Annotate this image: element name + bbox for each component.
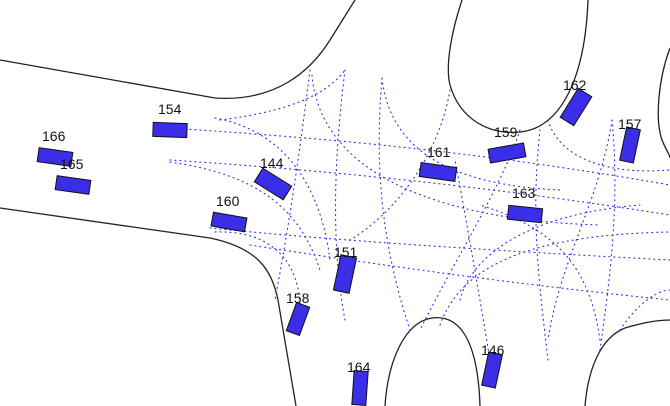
vehicle-marker-144 bbox=[253, 167, 293, 201]
road-edge-south-median bbox=[384, 317, 481, 406]
vehicle-marker-160 bbox=[210, 211, 248, 233]
road-edge-northeast bbox=[657, 47, 670, 159]
vehicle-label-160: 160 bbox=[216, 193, 240, 209]
vehicle-marker-146 bbox=[481, 351, 503, 389]
vehicle-label-164: 164 bbox=[347, 359, 371, 375]
road-edge-northwest bbox=[0, 0, 356, 99]
vehicle-label-158: 158 bbox=[286, 290, 310, 306]
vehicle-label-159: 159 bbox=[494, 124, 518, 140]
lane-paths bbox=[169, 69, 670, 361]
vehicle-label-144: 144 bbox=[260, 155, 284, 171]
vehicle-marker-158 bbox=[285, 301, 311, 337]
vehicles-layer bbox=[36, 87, 641, 406]
vehicle-label-154: 154 bbox=[158, 101, 182, 117]
vehicle-marker-165 bbox=[54, 175, 92, 195]
vehicle-marker-164 bbox=[351, 370, 369, 406]
vehicle-label-151: 151 bbox=[334, 244, 358, 260]
vehicle-marker-163 bbox=[506, 204, 544, 224]
vehicle-marker-159 bbox=[487, 142, 527, 164]
vehicle-marker-162 bbox=[559, 87, 593, 127]
vehicle-marker-157 bbox=[619, 126, 641, 164]
road-edge-southwest bbox=[0, 207, 297, 406]
vehicle-marker-166 bbox=[36, 147, 74, 167]
vehicle-marker-151 bbox=[332, 254, 358, 294]
vehicle-label-165: 165 bbox=[60, 156, 84, 172]
vehicle-marker-161 bbox=[418, 161, 458, 183]
vehicle-labels-layer: 166 165 154 144 160 161 159 162 157 163 151 158 146 1… bbox=[42, 77, 642, 375]
vehicle-label-161: 161 bbox=[427, 144, 451, 160]
vehicle-label-146: 146 bbox=[481, 342, 505, 358]
vehicle-label-162: 162 bbox=[563, 77, 587, 93]
vehicle-marker-154 bbox=[152, 121, 188, 139]
vehicle-label-157: 157 bbox=[618, 116, 642, 132]
road-edge-north-median bbox=[447, 0, 589, 134]
vehicle-label-163: 163 bbox=[512, 185, 536, 201]
vehicle-label-166: 166 bbox=[42, 128, 66, 144]
road-edge-southeast bbox=[584, 319, 670, 406]
